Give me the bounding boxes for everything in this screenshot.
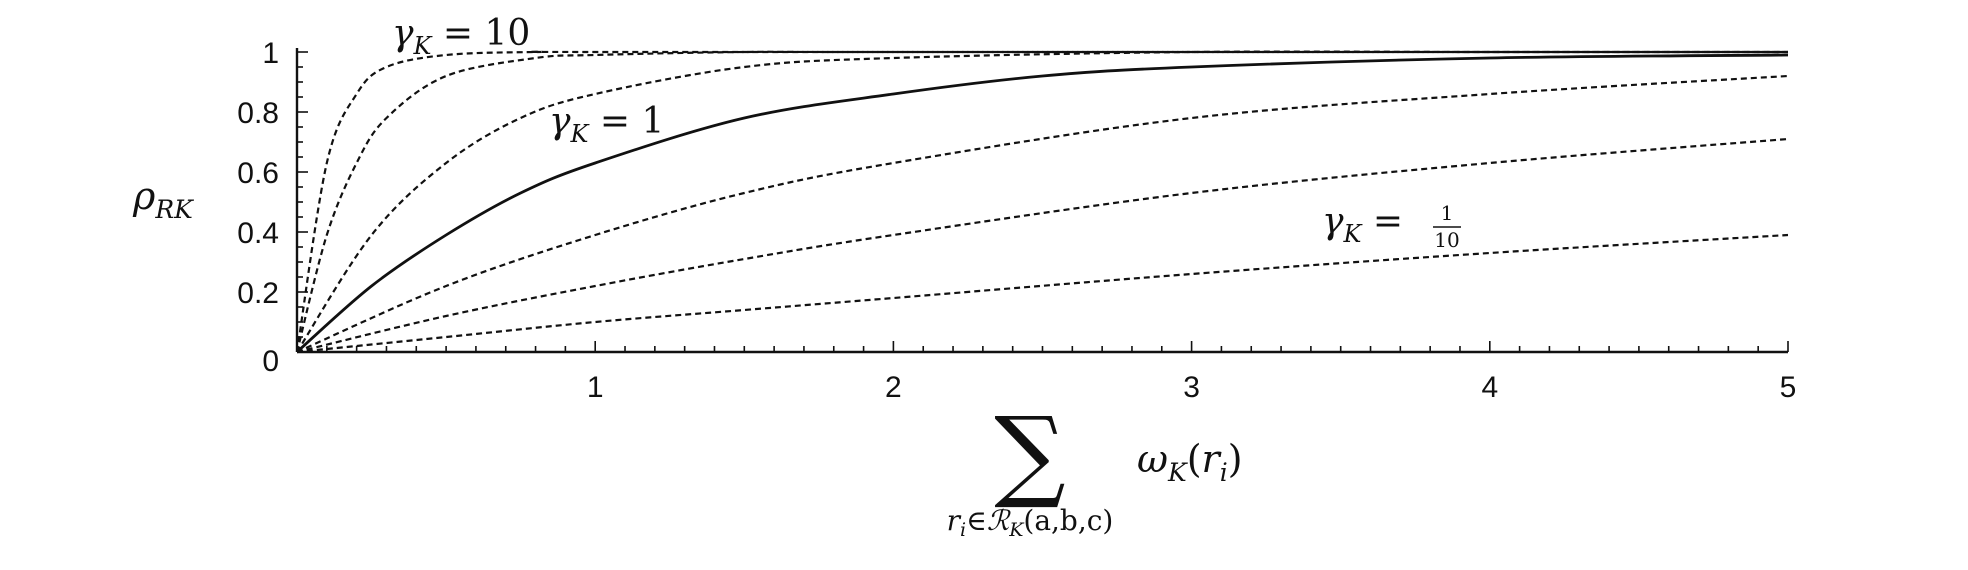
x-label-sum-limit: ri∈ℛK(a,b,c) [947, 504, 1114, 541]
y-tick-label-0.2: 0.2 [237, 277, 279, 310]
axes-group [297, 48, 1788, 352]
annotation-gamma-1: γK = 1 [549, 101, 664, 148]
series-line-3 [297, 55, 1788, 352]
annotation-frac-denominator: 10 [1434, 228, 1459, 252]
x-tick-label-2: 2 [885, 371, 902, 404]
x-tick-label-1: 1 [587, 371, 604, 404]
series-line-2 [297, 52, 1788, 352]
x-label-term: ωK(ri) [1137, 437, 1243, 487]
series-line-5 [297, 139, 1788, 352]
y-axis-label: ρRK [132, 174, 194, 224]
label-group: ρRK γK = 10 γK = 1 γK = 1 10 ∑ ωK(ri) ri… [132, 13, 1461, 541]
x-tick-label-5: 5 [1780, 371, 1797, 404]
y-tick-label-0.4: 0.4 [237, 217, 279, 250]
y-tick-label-0.8: 0.8 [237, 97, 279, 130]
annotation-gamma-tenth: γK = 1 10 [1322, 201, 1461, 252]
y-tick-label-0.6: 0.6 [237, 157, 279, 190]
series-line-6 [297, 235, 1788, 352]
annotation-frac-numerator: 1 [1441, 201, 1454, 225]
y-tick-label-0: 0 [262, 345, 279, 378]
x-tick-label-4: 4 [1481, 371, 1498, 404]
annotation-gamma-10: γK = 10 [392, 13, 530, 60]
x-axis-label: ∑ ωK(ri) ri∈ℛK(a,b,c) [947, 395, 1243, 541]
annotation-gamma-tenth-lhs: γK = [1322, 201, 1415, 248]
x-tick-label-3: 3 [1183, 371, 1200, 404]
y-tick-label-1: 1 [262, 37, 279, 70]
series-line-1 [297, 52, 1788, 352]
curve-group [297, 52, 1788, 352]
x-label-sum-symbol: ∑ [994, 395, 1065, 512]
series-line-0 [297, 52, 1788, 352]
